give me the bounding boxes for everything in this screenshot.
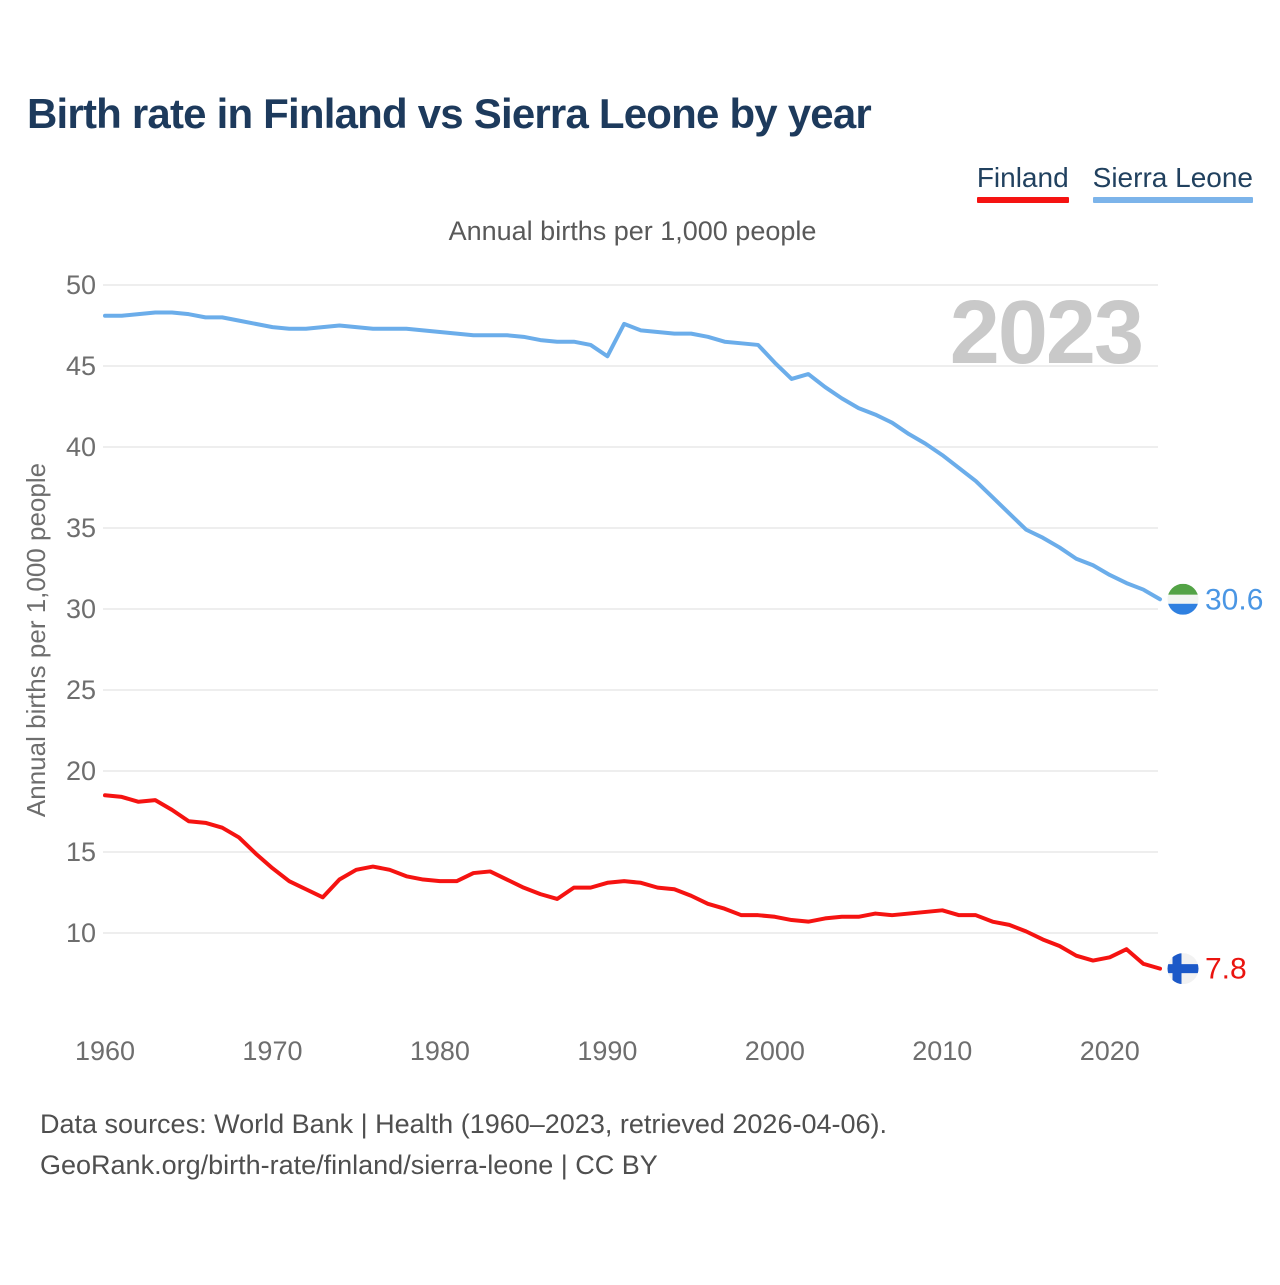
x-tick-label: 1980 xyxy=(410,1036,470,1066)
y-axis-title: Annual births per 1,000 people xyxy=(21,463,51,817)
chart-title: Birth rate in Finland vs Sierra Leone by… xyxy=(27,90,872,137)
x-tick-label: 1970 xyxy=(242,1036,302,1066)
finland-flag-icon xyxy=(1167,953,1199,985)
footer-source-line: Data sources: World Bank | Health (1960–… xyxy=(40,1109,887,1139)
x-tick-label: 1960 xyxy=(75,1036,135,1066)
series-line-finland[interactable] xyxy=(103,793,1162,971)
y-tick-label: 45 xyxy=(66,351,96,381)
x-tick-label: 2000 xyxy=(745,1036,805,1066)
x-tick-label: 2020 xyxy=(1080,1036,1140,1066)
footer-attribution-line: GeoRank.org/birth-rate/finland/sierra-le… xyxy=(40,1150,658,1180)
sierra-leone-flag-icon xyxy=(1167,583,1199,615)
y-tick-label: 50 xyxy=(66,270,96,300)
legend-underline-sierra-leone xyxy=(1092,197,1253,203)
y-tick-label: 10 xyxy=(66,918,96,948)
chart-subtitle: Annual births per 1,000 people xyxy=(448,216,817,246)
legend-underline-finland xyxy=(976,197,1069,203)
watermark-year: 2023 xyxy=(950,283,1142,383)
series-line-sierra-leone[interactable] xyxy=(103,310,1162,602)
end-value-label-sierra-leone: 30.6 xyxy=(1205,583,1263,616)
footer: Data sources: World Bank | Health (1960–… xyxy=(40,1104,887,1186)
legend-label-sierra-leone[interactable]: Sierra Leone xyxy=(1092,162,1253,193)
y-tick-label: 30 xyxy=(66,594,96,624)
y-tick-label: 40 xyxy=(66,432,96,462)
legend-item-sierra-leone[interactable]: Sierra Leone xyxy=(1092,162,1253,203)
end-value-label-finland: 7.8 xyxy=(1205,953,1247,986)
y-tick-label: 25 xyxy=(66,675,96,705)
legend: Finland Sierra Leone xyxy=(976,162,1253,203)
x-tick-label: 1990 xyxy=(577,1036,637,1066)
y-tick-label: 35 xyxy=(66,513,96,543)
legend-label-finland[interactable]: Finland xyxy=(976,162,1069,193)
legend-item-finland[interactable]: Finland xyxy=(976,162,1069,203)
y-tick-label: 15 xyxy=(66,837,96,867)
y-tick-label: 20 xyxy=(66,756,96,786)
x-tick-label: 2010 xyxy=(912,1036,972,1066)
